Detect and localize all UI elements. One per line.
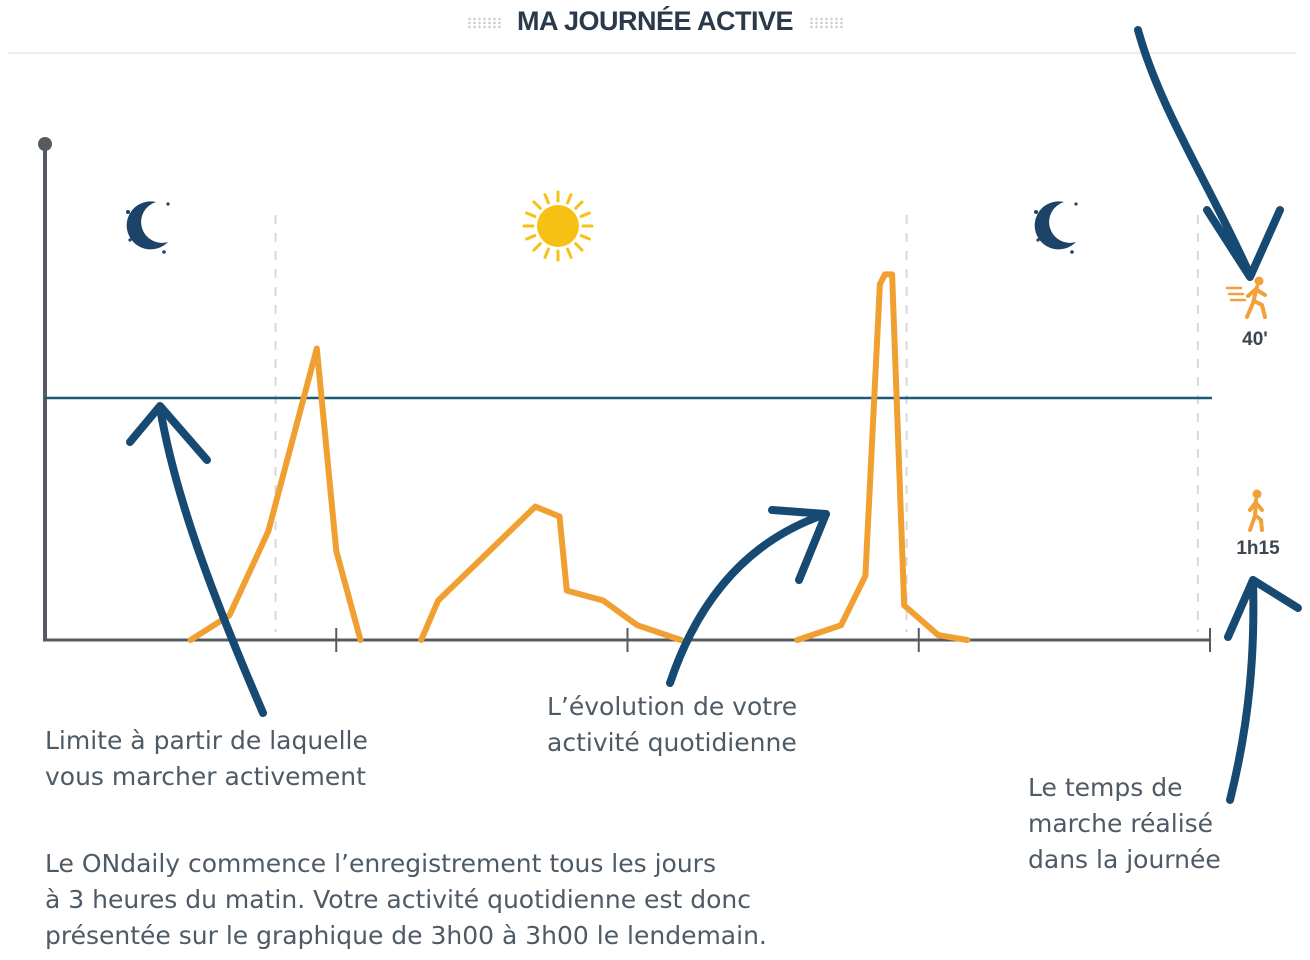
annotation-threshold: Limite à partir de laquelle vous marcher… [45, 723, 368, 795]
y-axis-knob [38, 137, 52, 151]
header-divider [8, 52, 1296, 54]
sun-ray [543, 247, 550, 259]
annotation-threshold-line-1: Limite à partir de laquelle [45, 726, 368, 755]
header: MA JOURNÉE ACTIVE [0, 0, 1310, 54]
period-separators [274, 215, 1199, 632]
sun-ray [532, 242, 542, 252]
annotation-threshold-line-2: vous marcher activement [45, 762, 366, 791]
activity-line-segment [794, 271, 971, 643]
sun-ray [566, 247, 573, 259]
annotation-arrows [126, 26, 1302, 804]
footer-note-line-3: présentée sur le graphique de 3h00 à 3h0… [45, 921, 767, 950]
fast-walk-value: 40' [1242, 329, 1268, 350]
fast-walk-icon [1225, 276, 1267, 319]
annotation-evolution-line-1: L’évolution de votre [547, 692, 798, 721]
annotation-walk-time: Le temps de marche réalisé dans la journ… [1028, 770, 1221, 878]
arrow-to-walk-time [1224, 576, 1302, 804]
annotation-evolution-line-2: activité quotidienne [547, 728, 797, 757]
x-axis-ticks [335, 628, 1211, 652]
page-title: MA JOURNÉE ACTIVE [516, 6, 794, 36]
footer-note-line-2: à 3 heures du matin. Votre activité quot… [45, 885, 751, 914]
sun-ray [579, 234, 591, 241]
axes [38, 137, 1211, 652]
arrow-to-activity [666, 506, 830, 687]
annotation-evolution: L’évolution de votre activité quotidienn… [547, 689, 797, 761]
walk-value: 1h15 [1236, 538, 1280, 559]
dotted-ornament-right [809, 16, 844, 29]
sun-ray [525, 211, 537, 218]
night-icon-evening [1034, 201, 1078, 254]
arrow-from-top-to-fast-walk [1134, 26, 1284, 281]
sun-ray [579, 211, 591, 218]
sun-ray [574, 200, 584, 210]
sun-ray [532, 200, 542, 210]
footer-note: Le ONdaily commence l’enregistrement tou… [45, 846, 767, 954]
annotation-walk-time-line-2: marche réalisé [1028, 809, 1214, 838]
sun-ray [543, 193, 550, 205]
dotted-ornament-left [466, 16, 501, 29]
walk-icon [1248, 489, 1264, 532]
annotation-walk-time-line-1: Le temps de [1028, 773, 1183, 802]
arrow-to-threshold [126, 402, 267, 717]
page-title-wrap: MA JOURNÉE ACTIVE [0, 6, 1310, 37]
night-icon-morning [126, 201, 170, 254]
footer-note-line-1: Le ONdaily commence l’enregistrement tou… [45, 849, 716, 878]
activity-line-segment [418, 503, 684, 643]
annotation-walk-time-line-3: dans la journée [1028, 845, 1221, 874]
sun-ray [566, 193, 573, 205]
sun-ray [525, 234, 537, 241]
sun-icon [522, 190, 594, 262]
sun-ray [574, 242, 584, 252]
activity-series [187, 271, 971, 643]
